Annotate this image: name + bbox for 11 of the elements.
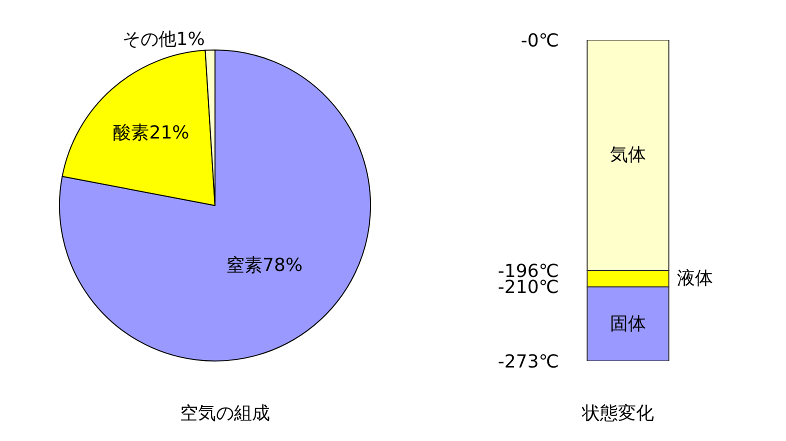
y-tick-label: -210℃	[498, 277, 559, 298]
text: 状態変化	[581, 402, 654, 424]
slice-label: 窒素78%	[226, 254, 303, 276]
y-tick-label: -273℃	[498, 351, 559, 372]
series-label: 固体	[610, 313, 646, 334]
slice-label: 酸素21%	[113, 122, 190, 144]
text: 空気の組成	[180, 402, 270, 424]
series-label: 液体	[677, 268, 713, 289]
y-tick-label: -0℃	[520, 30, 559, 52]
series-label: 気体	[610, 144, 646, 166]
slice-label: その他1%	[122, 29, 205, 50]
